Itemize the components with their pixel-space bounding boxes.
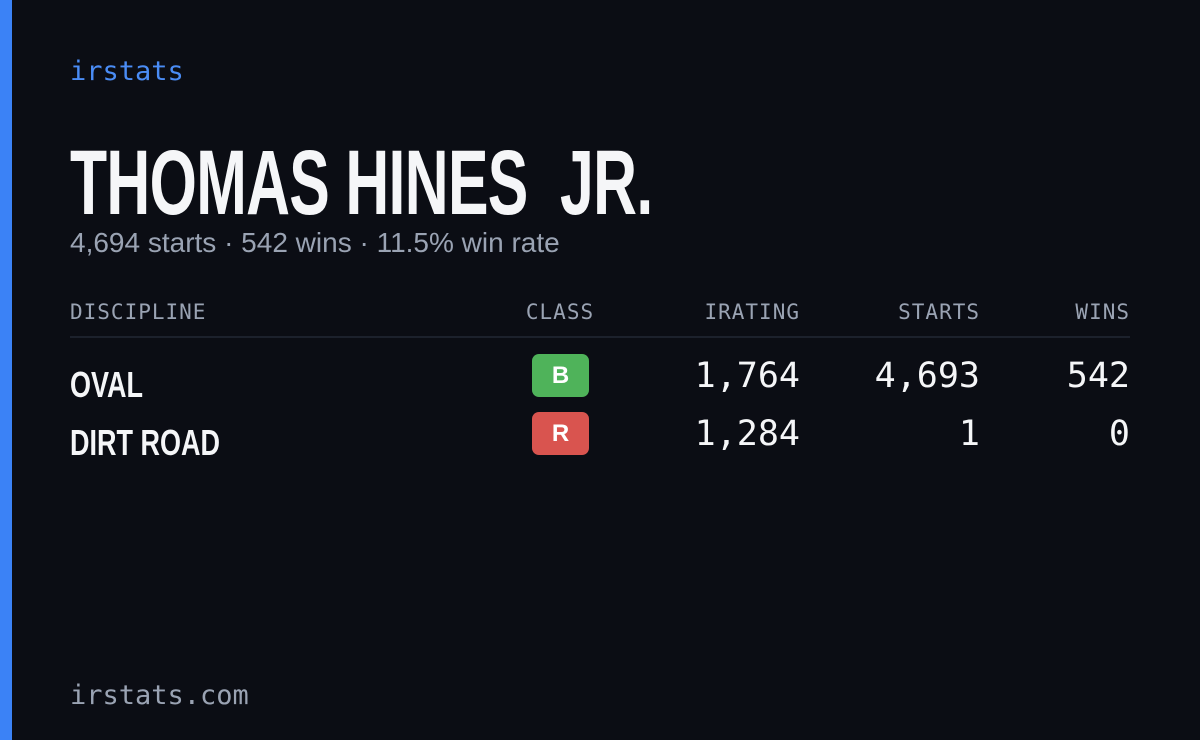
driver-summary: 4,694 starts · 542 wins · 11.5% win rate xyxy=(70,227,560,258)
column-header: WINS xyxy=(1075,300,1130,324)
class-badge: B xyxy=(532,354,589,397)
brand: irstats xyxy=(70,56,184,87)
column-header: CLASS xyxy=(525,300,595,324)
column-header: IRATING xyxy=(704,300,800,324)
discipline: DIRT ROAD xyxy=(70,422,220,463)
stat-irating: 1,764 xyxy=(694,356,800,396)
stat-wins: 0 xyxy=(1108,414,1130,454)
stat-wins: 542 xyxy=(1066,356,1130,396)
stat-starts: 1 xyxy=(958,414,980,454)
header-rule xyxy=(70,336,1130,338)
footer: irstats.com xyxy=(70,680,249,711)
column-header: STARTS xyxy=(898,300,980,324)
column-header: DISCIPLINE xyxy=(70,300,207,324)
discipline: OVAL xyxy=(70,364,144,405)
accent-bar xyxy=(0,0,12,740)
driver-name: THOMAS HINES JR. xyxy=(70,132,653,234)
stat-starts: 4,693 xyxy=(874,356,980,396)
class-badge: R xyxy=(532,412,589,455)
stat-irating: 1,284 xyxy=(694,414,800,454)
